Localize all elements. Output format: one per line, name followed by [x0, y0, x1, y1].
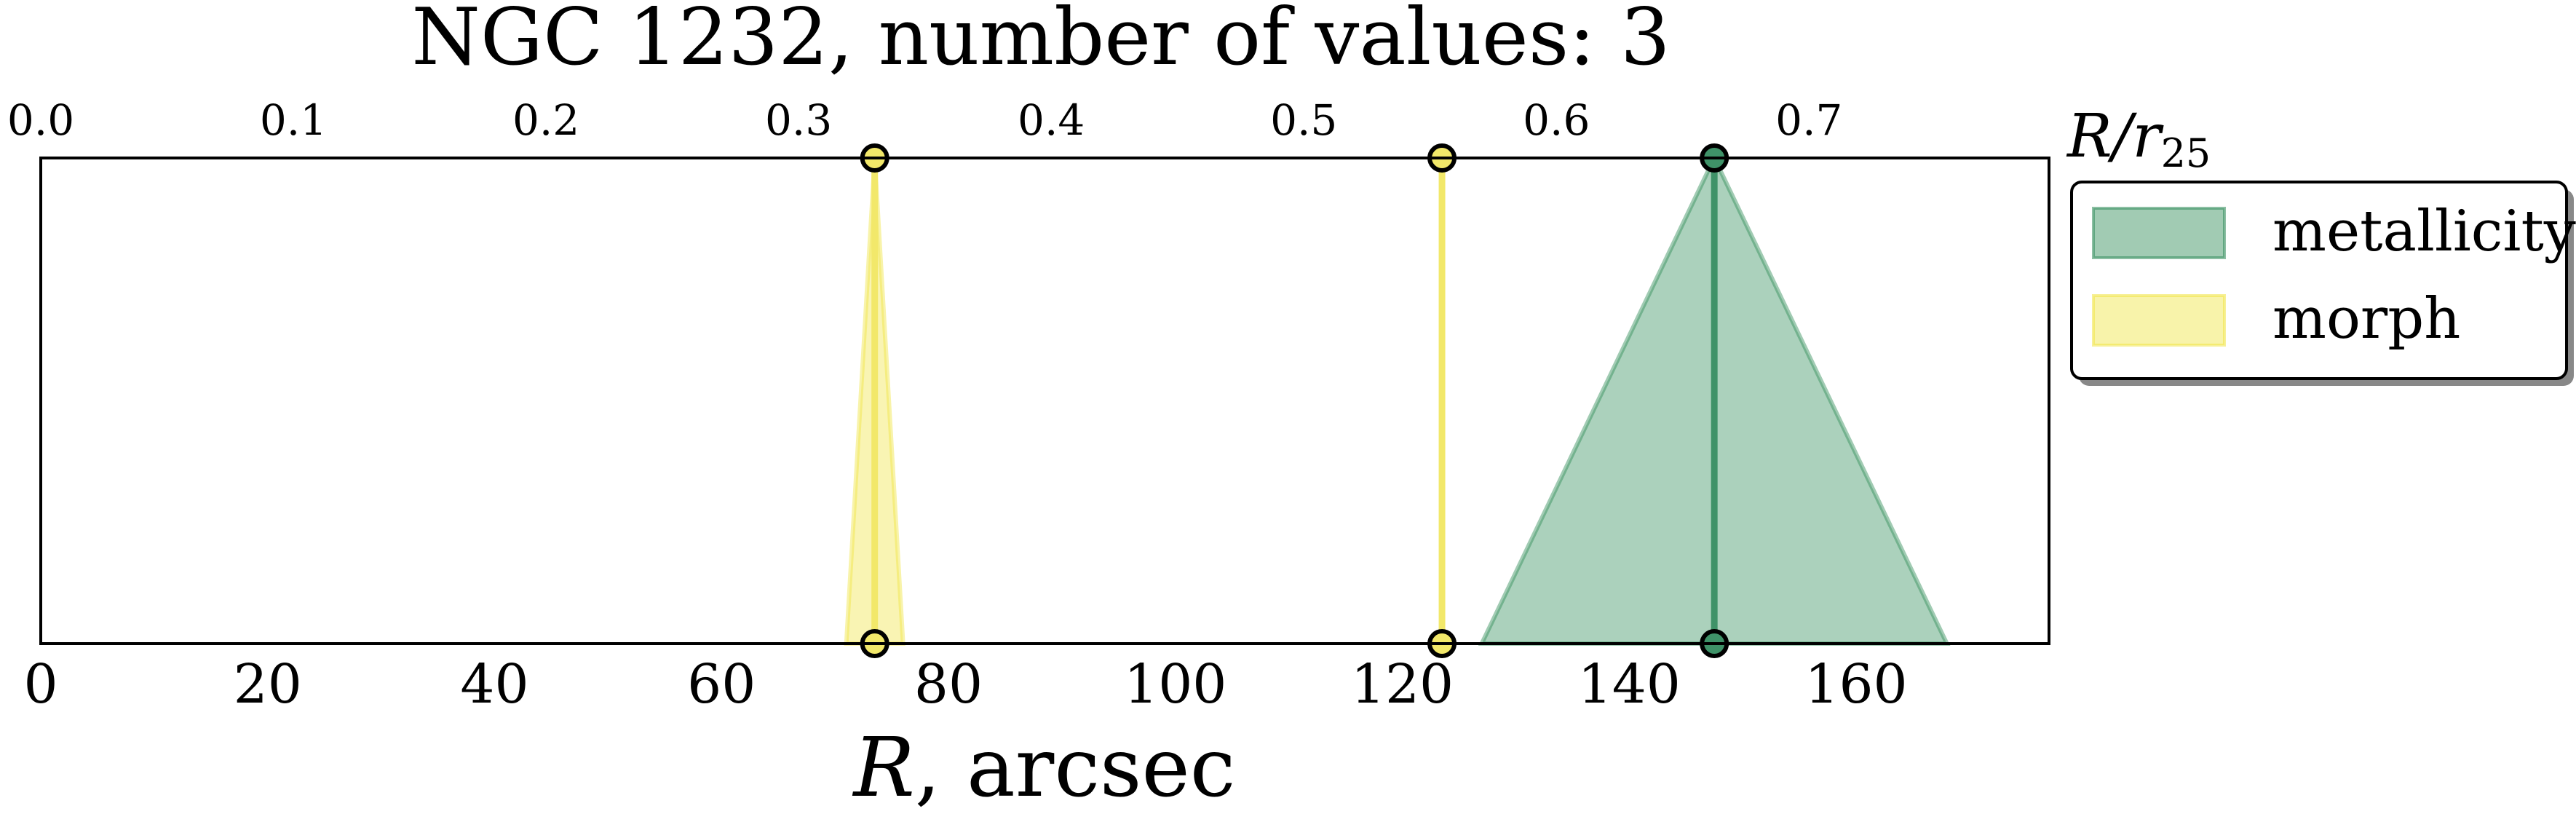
series-layer [844, 143, 1951, 658]
x-tick-label-2: 40 [460, 653, 528, 716]
plot-frame [39, 157, 2050, 645]
legend-box [2070, 181, 2568, 380]
x2-tick-label-2: 0.2 [512, 95, 579, 145]
legend: metallicity morph [2070, 181, 2576, 386]
x2-tick-label-1: 0.1 [260, 95, 327, 145]
x-tick-label-0: 0 [23, 653, 58, 716]
x-tick-label-6: 120 [1351, 653, 1454, 716]
x2-tick-label-0: 0.0 [7, 95, 74, 145]
chart-title: NGC 1232, number of values: 3 [411, 0, 1670, 83]
x-tick-label-4: 80 [914, 653, 983, 716]
x2-tick-label-5: 0.5 [1270, 95, 1337, 145]
x-tick-label-8: 160 [1804, 653, 1907, 716]
legend-swatch-metallicity [2092, 207, 2226, 259]
plot-area [39, 143, 2050, 658]
legend-label-metallicity: metallicity [2272, 199, 2576, 264]
top-axis-ticks: 0.0 0.1 0.2 0.3 0.4 0.5 0.6 0.7 [7, 95, 1842, 165]
x2-tick-label-7: 0.7 [1775, 95, 1842, 145]
x2-tick-label-4: 0.4 [1018, 95, 1085, 145]
x-tick-label-1: 20 [234, 653, 302, 716]
legend-swatch-morph [2092, 294, 2226, 347]
x-tick-label-7: 140 [1578, 653, 1681, 716]
x2-tick-label-3: 0.3 [765, 95, 832, 145]
x-tick-label-3: 60 [687, 653, 756, 716]
x-tick-label-5: 100 [1124, 653, 1226, 716]
x-axis-label: R, arcsec [852, 721, 1235, 815]
top-axis-label: R/r25 [2066, 102, 2211, 176]
x2-tick-label-6: 0.6 [1523, 95, 1590, 145]
bottom-axis-ticks: 0 20 40 60 80 100 120 140 160 [23, 158, 1908, 716]
legend-label-morph: morph [2272, 286, 2460, 352]
